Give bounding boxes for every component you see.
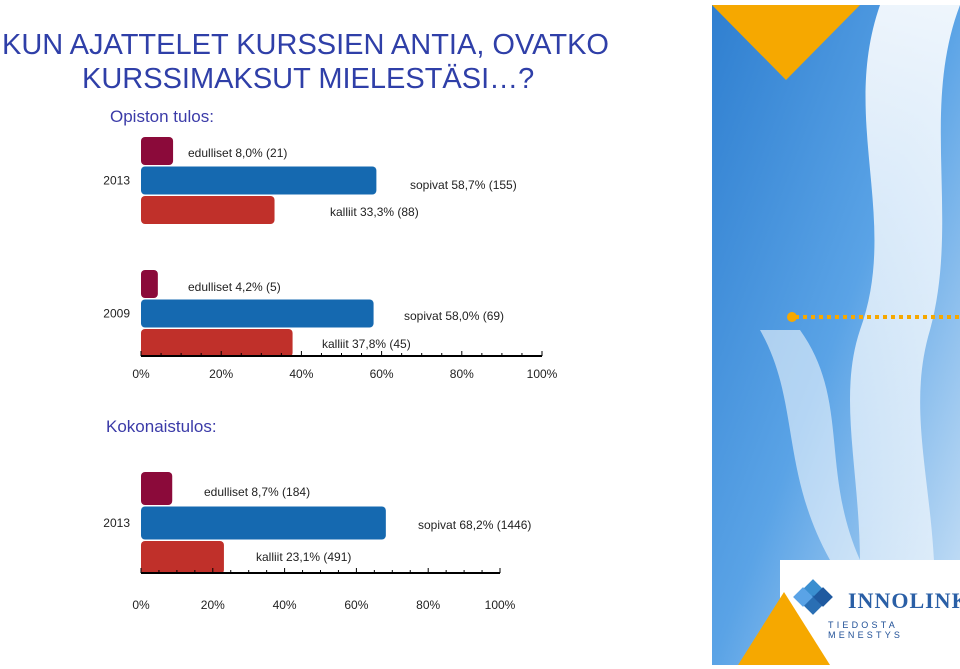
innolink-logo-icon (793, 579, 833, 615)
data-label-kalliit-2013-0: kalliit 33,3% (88) (330, 205, 419, 219)
x-tick-label-1-4: 80% (416, 598, 440, 612)
bar-edulliset-2013-0 (141, 137, 174, 165)
corner-triangle-bottom (738, 592, 830, 665)
bar-sopivat-2013-0 (141, 166, 377, 195)
bar-sopivat-2013-1 (141, 506, 386, 540)
title-line-1: KUN AJATTELET KURSSIEN ANTIA, OVATKO (2, 29, 609, 61)
bar-kalliit-2009-0 (141, 329, 293, 357)
corner-triangle-top (712, 5, 860, 80)
page-title: KUN AJATTELET KURSSIEN ANTIA, OVATKO KUR… (2, 28, 702, 96)
title-line-2: KURSSIMAKSUT MIELESTÄSI…? (82, 63, 535, 95)
x-tick-label-0-4: 80% (450, 367, 474, 381)
x-tick-label-1-0: 0% (132, 598, 150, 612)
bar-sopivat-2009-0 (141, 299, 374, 328)
bar-kalliit-2013-1 (141, 541, 224, 574)
x-tick-label-1-3: 60% (344, 598, 368, 612)
data-label-sopivat-2009-0: sopivat 58,0% (69) (404, 309, 504, 323)
bar-edulliset-2013-1 (141, 472, 173, 505)
x-tick-label-0-0: 0% (132, 367, 150, 381)
data-label-edulliset-2009-0: edulliset 4,2% (5) (188, 280, 281, 294)
x-tick-label-0-1: 20% (209, 367, 233, 381)
x-tick-label-0-3: 60% (370, 367, 394, 381)
cloud-streak (850, 5, 960, 665)
data-label-kalliit-2009-0: kalliit 37,8% (45) (322, 337, 411, 351)
logo-wordmark: INNOLINK (848, 588, 960, 613)
cloud-streak-2 (760, 330, 860, 560)
x-tick-label-0-5: 100% (527, 367, 558, 381)
accent-dot (787, 312, 797, 322)
data-label-edulliset-2013-1: edulliset 8,7% (184) (204, 485, 310, 499)
data-label-sopivat-2013-0: sopivat 58,7% (155) (410, 178, 517, 192)
section-label-kokonais: Kokonaistulos: (106, 417, 217, 436)
bar-kalliit-2013-0 (141, 196, 275, 224)
data-label-sopivat-2013-1: sopivat 68,2% (1446) (418, 518, 531, 532)
logo-tagline: TIEDOSTA MENESTYS (828, 620, 904, 640)
category-label-2013-0: 2013 (103, 174, 130, 188)
section-label-opisto: Opiston tulos: (110, 107, 214, 126)
x-tick-label-1-2: 40% (273, 598, 297, 612)
bar-edulliset-2009-0 (141, 270, 158, 298)
x-tick-label-0-2: 40% (289, 367, 313, 381)
category-label-2009-0: 2009 (103, 307, 130, 321)
data-label-edulliset-2013-0: edulliset 8,0% (21) (188, 146, 287, 160)
x-tick-label-1-1: 20% (201, 598, 225, 612)
category-label-2013-1: 2013 (103, 516, 130, 530)
x-tick-label-1-5: 100% (485, 598, 516, 612)
data-label-kalliit-2013-1: kalliit 23,1% (491) (256, 550, 351, 564)
